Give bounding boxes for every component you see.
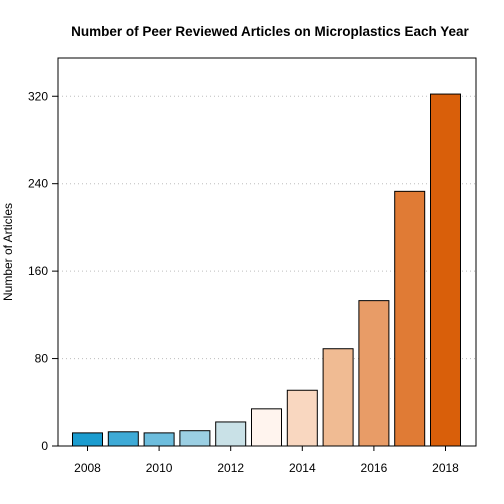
- x-tick-label-2016: 2016: [361, 461, 388, 475]
- chart-title: Number of Peer Reviewed Articles on Micr…: [71, 24, 469, 39]
- bar-2009: [107, 431, 139, 447]
- x-tick-label-2012: 2012: [217, 461, 244, 475]
- x-axis: 2008 2010 2012 2014 2016 2018: [74, 446, 459, 475]
- y-tick-label-240: 240: [28, 177, 48, 191]
- x-tick-label-2008: 2008: [74, 461, 101, 475]
- x-tick-label-2010: 2010: [146, 461, 173, 475]
- y-axis: 0 80 160 240 320: [28, 89, 58, 453]
- bar-2013: [251, 408, 282, 447]
- plot-frame: [57, 57, 477, 447]
- y-tick-label-160: 160: [28, 264, 48, 278]
- bar-2017: [394, 190, 426, 447]
- x-tick-label-2014: 2014: [289, 461, 316, 475]
- bar-2012: [215, 421, 247, 447]
- bar-2016: [358, 300, 390, 447]
- y-axis-label: Number of Articles: [1, 203, 15, 301]
- y-tick-label-320: 320: [28, 89, 48, 103]
- bar-2014: [286, 389, 318, 447]
- bar-2010: [143, 432, 175, 447]
- x-tick-label-2018: 2018: [432, 461, 459, 475]
- bar-2008: [72, 432, 103, 447]
- bar-2015: [322, 348, 354, 447]
- y-tick-label-80: 80: [35, 352, 49, 366]
- y-tick-label-0: 0: [41, 439, 48, 453]
- bar-2011: [179, 430, 211, 447]
- bar-2018: [430, 93, 461, 447]
- bars: [72, 93, 461, 447]
